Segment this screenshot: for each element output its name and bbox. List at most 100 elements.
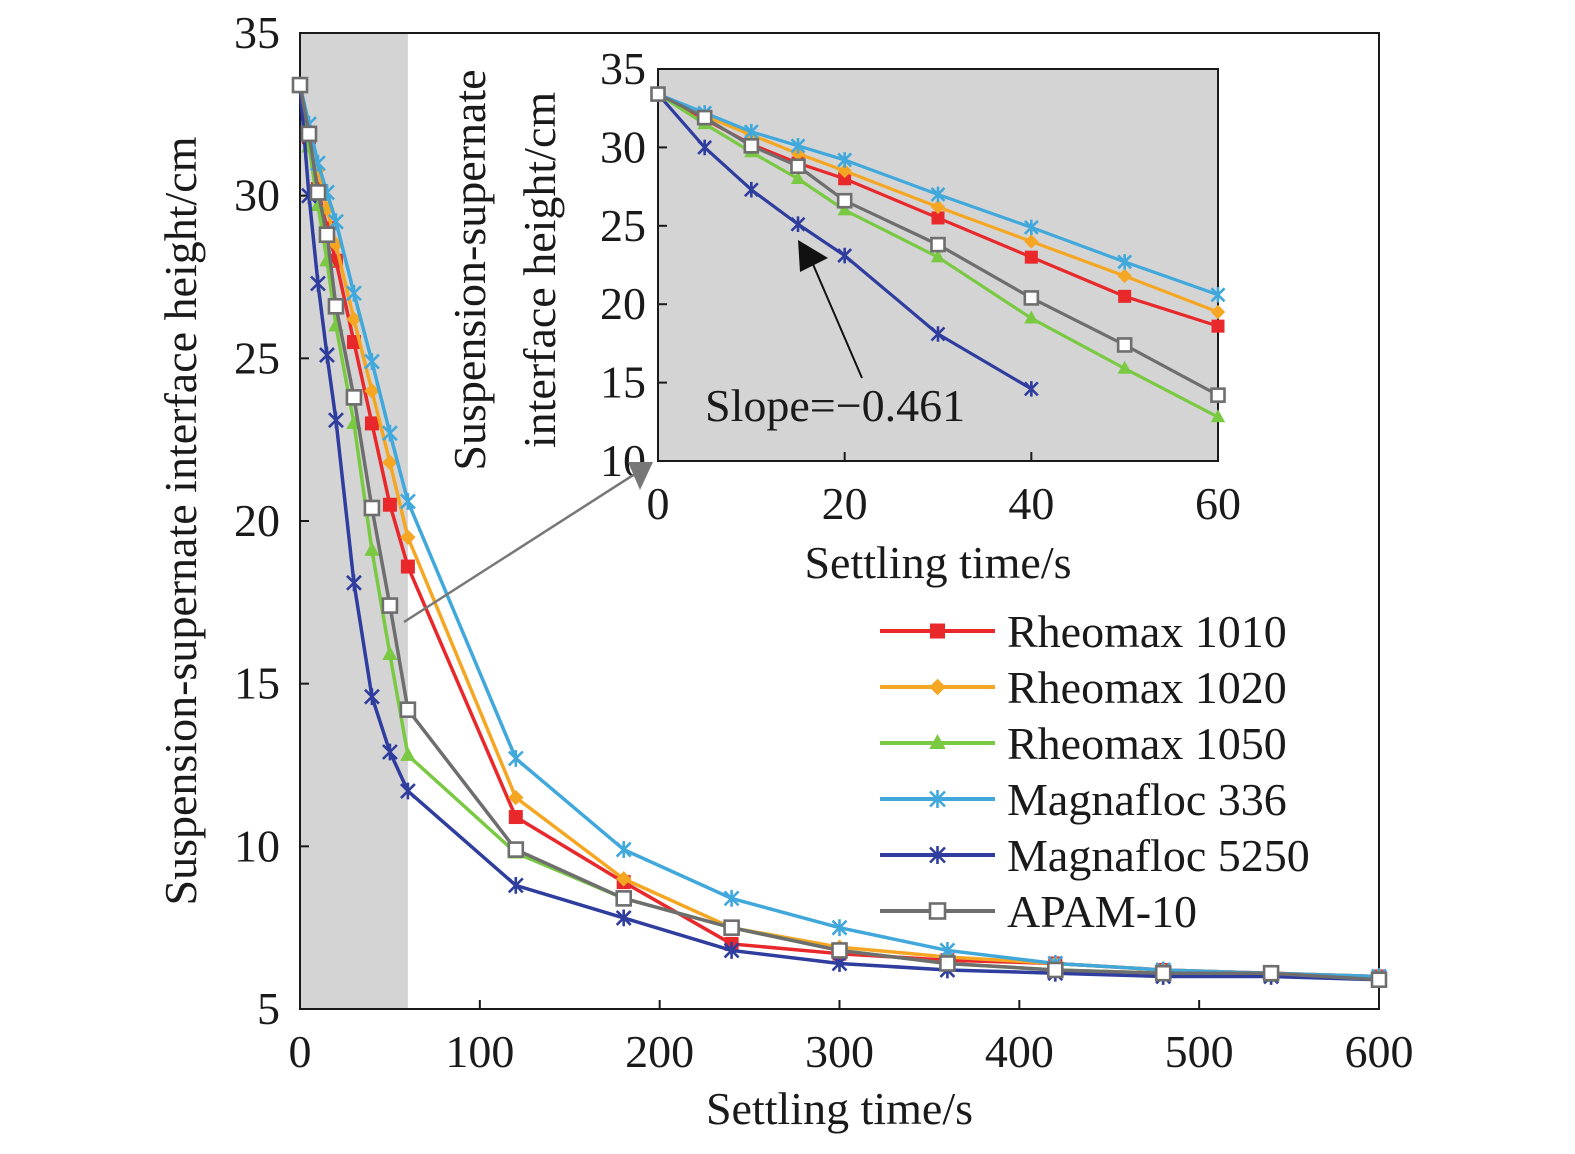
inset-data-point [790, 170, 806, 184]
data-point [345, 389, 363, 406]
data-point [346, 284, 362, 302]
data-point [364, 416, 379, 431]
series-magnafloc-5250 [292, 76, 1387, 989]
inset-series-magnafloc-336 [650, 86, 1226, 303]
data-point [399, 782, 416, 800]
inset-x-tick-label: 0 [647, 478, 670, 529]
inset-data-point [790, 138, 806, 154]
inset-data-point [1210, 409, 1226, 423]
data-point [364, 383, 380, 399]
legend-item-rheomax-1050: Rheomax 1050 [880, 718, 1287, 769]
inset-data-point [931, 211, 945, 225]
data-point [346, 311, 362, 327]
inset-data-point [837, 152, 853, 168]
slope-arrow-shaft [811, 261, 863, 379]
inset-x-tick-label: 20 [822, 478, 868, 529]
legend-label: Rheomax 1010 [1007, 606, 1287, 657]
data-point [615, 841, 632, 858]
data-point [508, 789, 524, 806]
data-point [400, 529, 416, 545]
inset-y-tick-label: 20 [600, 278, 646, 329]
y-tick-label: 10 [234, 820, 280, 871]
x-tick-label: 200 [625, 1026, 694, 1077]
data-point [318, 226, 336, 244]
data-point [328, 411, 344, 429]
inset-series-apam-10 [650, 86, 1226, 403]
data-point [382, 645, 398, 660]
inset-y-tick-label: 30 [600, 121, 646, 172]
data-point [1262, 964, 1280, 982]
y-tick-label: 25 [234, 332, 280, 383]
zoom-arrow-shaft [403, 470, 639, 624]
inset-data-point [836, 192, 853, 209]
data-point [364, 353, 380, 370]
inset-data-point [1023, 290, 1040, 306]
x-tick-label: 400 [985, 1026, 1054, 1077]
x-tick-label: 500 [1165, 1026, 1234, 1077]
x-tick-label: 300 [805, 1026, 874, 1077]
data-point [291, 76, 309, 94]
data-point [310, 275, 326, 292]
data-point [346, 574, 362, 592]
inset-x-tick-label: 60 [1195, 478, 1241, 529]
inset-data-point [743, 138, 760, 154]
data-point [363, 499, 381, 517]
legend-item-rheomax-1020: Rheomax 1020 [880, 662, 1287, 713]
legend-swatch-marker [929, 846, 946, 864]
legend-item-magnafloc-336: Magnafloc 336 [880, 774, 1287, 825]
inset-x-tick-label: 40 [1008, 478, 1054, 529]
slope-arrow-head [798, 240, 828, 272]
legend-label: APAM-10 [1007, 886, 1197, 937]
inset-data-point [837, 202, 852, 216]
inset-data-point [930, 199, 946, 215]
y-tick-label: 15 [234, 658, 280, 709]
inset-data-point [1023, 219, 1039, 236]
inset-data-point [1210, 286, 1226, 303]
inset-data-point [930, 236, 946, 253]
data-point [616, 871, 632, 887]
legend-label: Rheomax 1050 [1007, 718, 1287, 769]
inset-data-point [1116, 337, 1133, 353]
inset-data-point [1117, 254, 1133, 270]
inset-data-point [1024, 234, 1039, 249]
y-tick-label: 5 [257, 983, 280, 1034]
inset-y-tick-label: 25 [600, 200, 646, 251]
inset-data-point [838, 172, 852, 186]
data-point [381, 597, 399, 614]
legend-item-apam-10: APAM-10 [880, 886, 1197, 937]
data-point [831, 942, 848, 959]
data-point [364, 541, 380, 556]
y-tick-label: 20 [234, 495, 280, 546]
inset-y-axis-title: Suspension-supernate interface height/cm [444, 69, 565, 470]
data-point [723, 942, 740, 959]
inset-axis-frame [657, 68, 1219, 462]
inset-data-point [1211, 319, 1225, 333]
y-tick-label: 35 [234, 7, 280, 58]
legend-label: Magnafloc 336 [1007, 774, 1287, 825]
inset-data-point [1024, 310, 1039, 324]
data-point [364, 688, 380, 706]
data-point [615, 890, 633, 907]
inset-data-point [650, 86, 666, 102]
data-point [400, 746, 416, 761]
legend-label: Magnafloc 5250 [1007, 830, 1310, 881]
series-apam-10 [291, 76, 1388, 989]
slope-annotation: Slope=−0.461 [705, 380, 965, 431]
inset-data-point [1117, 268, 1132, 284]
inset-data-point [1210, 387, 1226, 403]
data-point [300, 125, 318, 143]
inset-y-tick-label: 15 [600, 357, 646, 408]
data-point [328, 213, 344, 231]
data-point [508, 810, 523, 825]
data-point [615, 909, 632, 927]
inset-data-point [696, 109, 713, 126]
legend-swatch-marker [930, 623, 945, 639]
data-point [399, 701, 417, 718]
data-point [831, 919, 848, 937]
legend-swatch-marker [929, 734, 946, 749]
x-tick-label: 0 [289, 1026, 312, 1077]
